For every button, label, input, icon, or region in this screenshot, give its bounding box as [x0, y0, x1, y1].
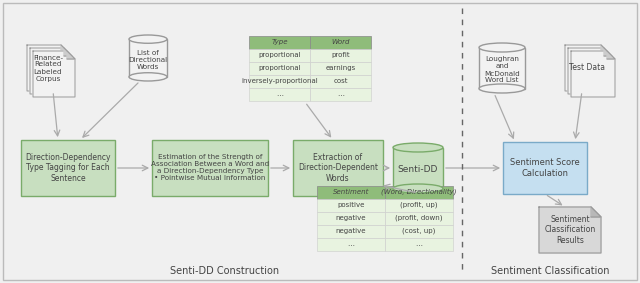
- FancyBboxPatch shape: [249, 87, 310, 100]
- FancyBboxPatch shape: [152, 140, 268, 196]
- FancyBboxPatch shape: [385, 185, 453, 198]
- Bar: [129, 39, 167, 77]
- Bar: [479, 48, 525, 89]
- Polygon shape: [565, 45, 609, 91]
- Text: …: …: [348, 241, 355, 247]
- Text: cost: cost: [333, 78, 348, 84]
- Polygon shape: [568, 48, 612, 94]
- FancyBboxPatch shape: [249, 48, 310, 61]
- Polygon shape: [571, 51, 615, 97]
- Polygon shape: [27, 45, 69, 91]
- Polygon shape: [67, 51, 75, 59]
- Text: earnings: earnings: [325, 65, 356, 71]
- Text: Sentiment: Sentiment: [333, 189, 369, 195]
- FancyBboxPatch shape: [317, 198, 385, 211]
- Polygon shape: [601, 45, 609, 53]
- Text: Senti-DD Construction: Senti-DD Construction: [170, 266, 280, 276]
- Text: Type: Type: [271, 39, 288, 45]
- Text: …: …: [415, 241, 422, 247]
- FancyBboxPatch shape: [317, 237, 385, 250]
- Text: negative: negative: [336, 228, 366, 234]
- Ellipse shape: [393, 143, 443, 152]
- Bar: [393, 147, 443, 188]
- Text: (cost, up): (cost, up): [403, 228, 436, 234]
- Text: Sentiment Classification: Sentiment Classification: [491, 266, 609, 276]
- Text: (profit, down): (profit, down): [396, 215, 443, 221]
- Text: inversely-proportional: inversely-proportional: [241, 78, 318, 84]
- Ellipse shape: [129, 73, 167, 81]
- Text: Sentiment
Classification
Results: Sentiment Classification Results: [545, 215, 596, 245]
- Text: Direction-Dependency
Type Tagging for Each
Sentence: Direction-Dependency Type Tagging for Ea…: [25, 153, 111, 183]
- Text: profit: profit: [331, 52, 350, 58]
- FancyBboxPatch shape: [310, 61, 371, 74]
- FancyBboxPatch shape: [293, 140, 383, 196]
- Ellipse shape: [129, 35, 167, 43]
- Text: positive: positive: [337, 202, 365, 208]
- FancyBboxPatch shape: [310, 35, 371, 48]
- FancyBboxPatch shape: [249, 74, 310, 87]
- Text: Estimation of the Strength of
Association Between a Word and
a Direction-Depende: Estimation of the Strength of Associatio…: [151, 155, 269, 181]
- Polygon shape: [30, 48, 72, 94]
- FancyBboxPatch shape: [385, 237, 453, 250]
- Text: (Word, Directionality): (Word, Directionality): [381, 189, 457, 195]
- FancyBboxPatch shape: [21, 140, 115, 196]
- Ellipse shape: [479, 43, 525, 52]
- Text: Test Data: Test Data: [569, 63, 605, 72]
- Text: Finance-
Related
Labeled
Corpus: Finance- Related Labeled Corpus: [33, 55, 63, 82]
- FancyBboxPatch shape: [310, 48, 371, 61]
- Text: …: …: [276, 91, 283, 97]
- FancyBboxPatch shape: [503, 142, 587, 194]
- FancyBboxPatch shape: [249, 61, 310, 74]
- Polygon shape: [539, 207, 601, 253]
- Text: List of
Directional
Words: List of Directional Words: [129, 50, 168, 70]
- FancyBboxPatch shape: [310, 87, 371, 100]
- Polygon shape: [33, 51, 75, 97]
- FancyBboxPatch shape: [249, 35, 310, 48]
- Text: …: …: [337, 91, 344, 97]
- Polygon shape: [61, 45, 69, 53]
- FancyBboxPatch shape: [317, 211, 385, 224]
- Text: Loughran
and
McDonald
Word List: Loughran and McDonald Word List: [484, 57, 520, 83]
- FancyBboxPatch shape: [385, 211, 453, 224]
- FancyBboxPatch shape: [317, 224, 385, 237]
- FancyBboxPatch shape: [317, 185, 385, 198]
- Text: proportional: proportional: [258, 65, 301, 71]
- Text: proportional: proportional: [258, 52, 301, 58]
- FancyBboxPatch shape: [385, 198, 453, 211]
- Ellipse shape: [479, 84, 525, 93]
- Text: Senti-DD: Senti-DD: [398, 166, 438, 175]
- Text: Word: Word: [332, 39, 349, 45]
- Text: Sentiment Score
Calculation: Sentiment Score Calculation: [510, 158, 580, 178]
- FancyBboxPatch shape: [385, 224, 453, 237]
- Polygon shape: [64, 48, 72, 56]
- Polygon shape: [591, 207, 601, 217]
- Polygon shape: [604, 48, 612, 56]
- Text: (profit, up): (profit, up): [400, 202, 438, 208]
- Text: Extraction of
Direction-Dependent
Words: Extraction of Direction-Dependent Words: [298, 153, 378, 183]
- Text: negative: negative: [336, 215, 366, 221]
- Polygon shape: [607, 51, 615, 59]
- FancyBboxPatch shape: [310, 74, 371, 87]
- Ellipse shape: [393, 184, 443, 193]
